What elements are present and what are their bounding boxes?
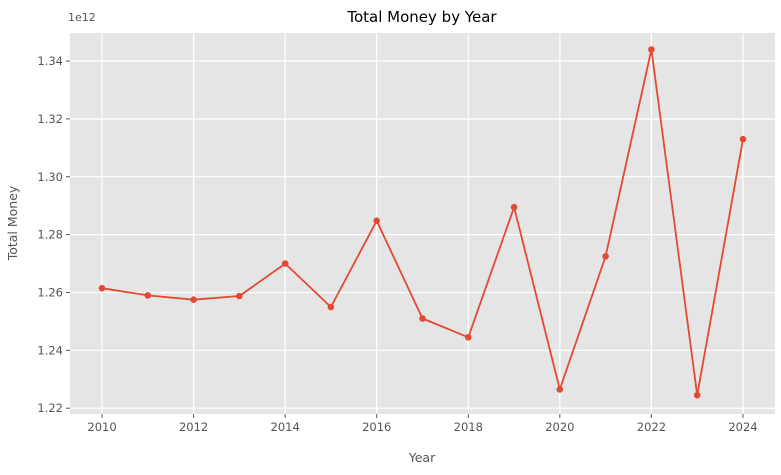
x-axis-label: Year xyxy=(408,450,436,465)
x-tick-label: 2016 xyxy=(362,420,391,434)
y-tick-label: 1.26 xyxy=(37,285,63,299)
x-tick-label: 2020 xyxy=(545,420,574,434)
data-point-marker xyxy=(144,292,152,299)
y-tick-label: 1.24 xyxy=(37,343,63,357)
data-point-marker xyxy=(510,203,518,211)
data-point-marker xyxy=(98,284,106,292)
x-tick-label: 2014 xyxy=(271,420,300,434)
x-tick-label: 2012 xyxy=(179,420,208,434)
data-point-marker xyxy=(419,315,426,322)
chart-title: Total Money by Year xyxy=(346,8,497,26)
data-point-marker xyxy=(373,217,381,225)
data-point-marker xyxy=(327,303,335,311)
data-point-marker xyxy=(465,334,472,341)
x-tick-label: 2024 xyxy=(728,420,757,434)
plot-panel-background xyxy=(70,33,775,414)
data-point-marker xyxy=(190,296,197,304)
y-tick-label: 1.28 xyxy=(37,228,63,242)
y-axis-offset-label: 1e12 xyxy=(68,11,96,24)
plot-layer: 2010 2012 2014 2016 2018 2020 2022 2024 1.22 1.24… xyxy=(37,33,775,434)
data-point-marker xyxy=(556,386,564,393)
y-tick-label: 1.30 xyxy=(37,170,63,184)
data-point-marker xyxy=(693,391,701,399)
x-tick-label: 2018 xyxy=(454,420,483,434)
x-tick-label: 2010 xyxy=(87,420,116,434)
data-point-marker xyxy=(236,292,243,300)
data-point-marker xyxy=(281,260,289,267)
data-point-marker xyxy=(602,252,609,260)
data-point-marker xyxy=(739,135,747,143)
data-point-marker xyxy=(648,46,655,53)
y-tick-label: 1.22 xyxy=(37,401,63,415)
y-axis-label: Total Money xyxy=(5,185,20,261)
y-tick-label: 1.32 xyxy=(37,112,63,126)
y-tick-label: 1.34 xyxy=(37,54,63,68)
x-tick-label: 2022 xyxy=(637,420,666,434)
